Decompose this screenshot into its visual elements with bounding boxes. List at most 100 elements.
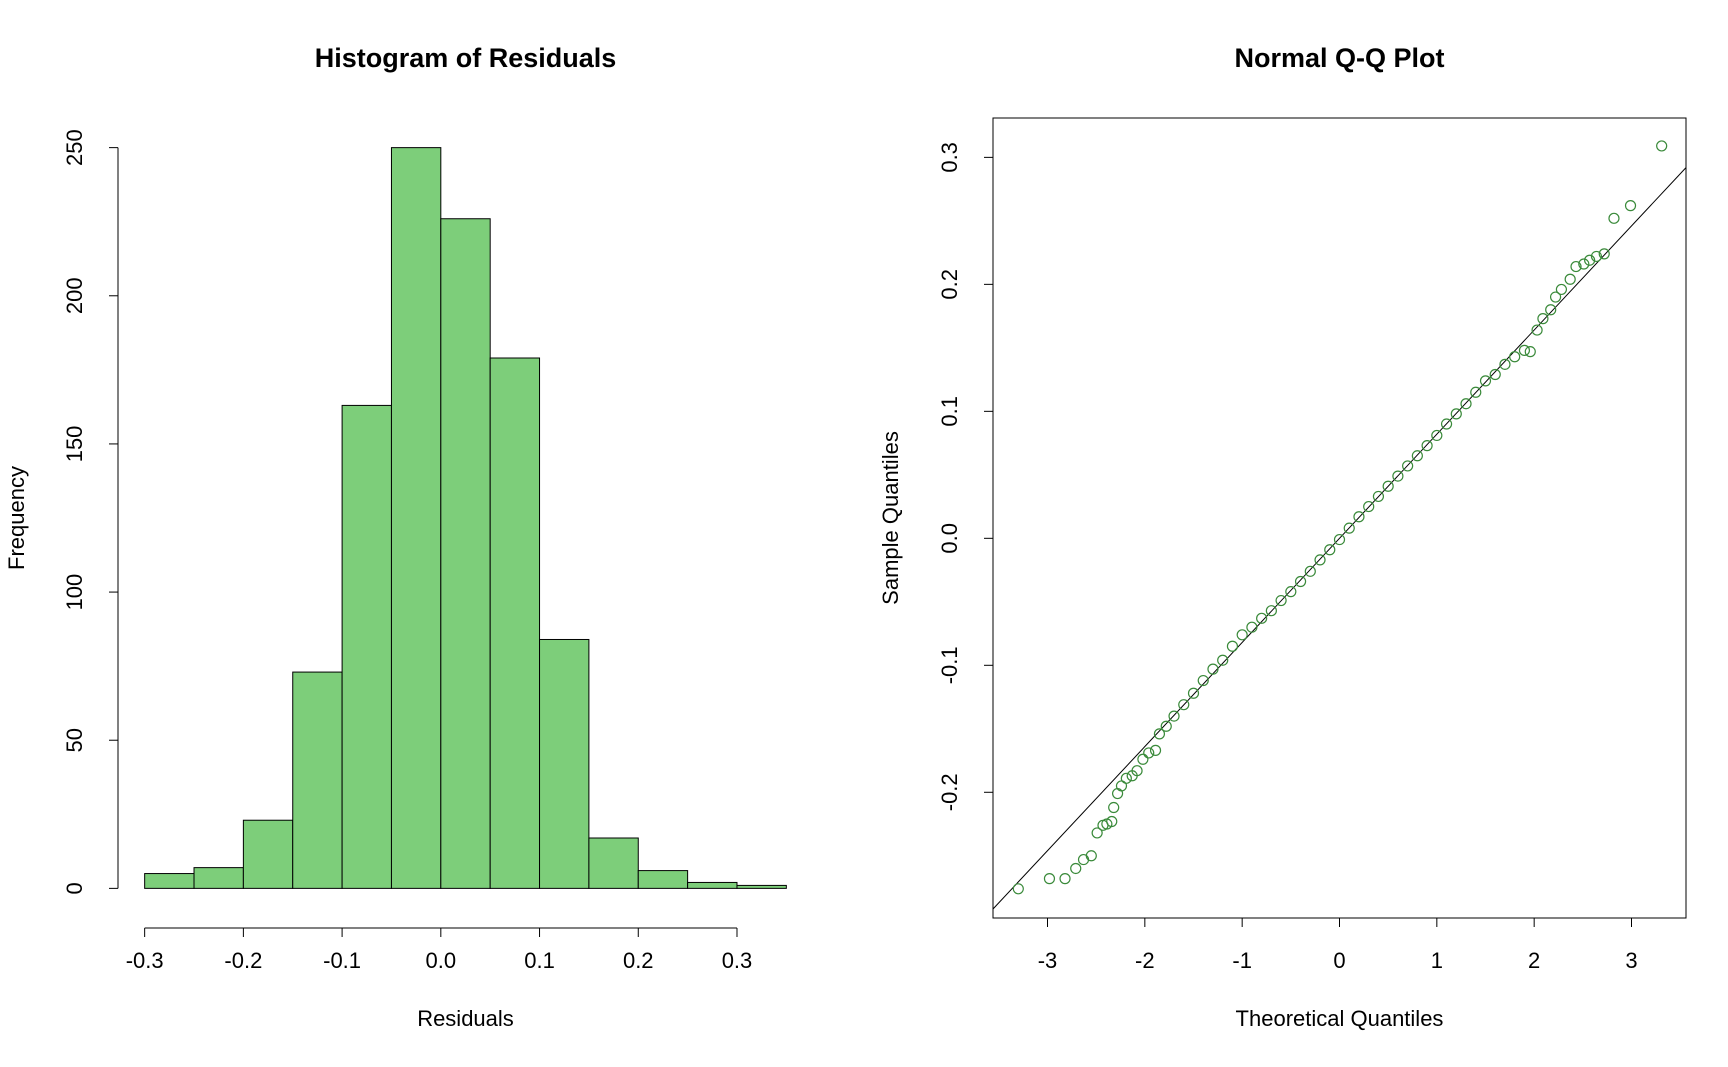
bar (242, 819, 294, 889)
point (1584, 254, 1596, 266)
bar (440, 218, 491, 889)
bar (341, 404, 392, 889)
point (1509, 351, 1521, 363)
point (1470, 386, 1482, 398)
bar (193, 867, 244, 889)
y-tick-label: 200 (62, 277, 87, 314)
y-tick-label: -0.2 (937, 773, 962, 811)
point (1265, 605, 1277, 617)
point (1226, 640, 1239, 652)
chart-title: Histogram of Residuals (315, 43, 617, 73)
plot-box (992, 117, 1687, 919)
point (1115, 780, 1128, 792)
x-tick-label: -0.3 (126, 948, 164, 973)
x-tick-label: -1 (1232, 948, 1252, 973)
point (1217, 654, 1229, 666)
point (1450, 408, 1462, 420)
point (1570, 260, 1582, 273)
point (1343, 522, 1355, 534)
point (1120, 772, 1132, 784)
x-tick-label: 0.0 (426, 948, 457, 973)
point (1590, 250, 1603, 263)
point (1440, 418, 1453, 430)
point (1153, 728, 1166, 740)
point (1656, 140, 1668, 152)
point (1285, 586, 1297, 598)
point (1608, 212, 1620, 224)
point (1091, 827, 1103, 839)
point (1304, 565, 1316, 577)
point (1545, 304, 1557, 316)
x-tick-label: -0.2 (224, 948, 262, 973)
x-axis-label: Residuals (417, 1006, 514, 1031)
bar (736, 884, 787, 889)
point (1168, 710, 1180, 722)
point (1149, 744, 1162, 756)
bar (144, 873, 195, 889)
y-tick-label: 0 (62, 882, 87, 894)
x-tick-label: 0.3 (722, 948, 753, 973)
point (1160, 720, 1172, 732)
bar (687, 881, 738, 889)
point (1187, 687, 1200, 699)
point (1489, 368, 1501, 381)
x-tick-label: 2 (1528, 948, 1540, 973)
point (1537, 313, 1549, 325)
point (1085, 850, 1097, 862)
y-tick-label: 0.3 (937, 142, 962, 173)
x-axis-label: Theoretical Quantiles (1236, 1006, 1444, 1031)
point (1106, 815, 1118, 828)
point (1131, 765, 1143, 777)
point (1246, 621, 1258, 633)
y-axis-label: Sample Quantiles (878, 431, 903, 605)
point (1549, 291, 1562, 303)
bar (637, 870, 689, 889)
point (1531, 324, 1543, 336)
point (1555, 283, 1568, 296)
point (1578, 258, 1590, 270)
point (1411, 450, 1423, 462)
point (1207, 663, 1219, 675)
point (1143, 747, 1155, 759)
point (1197, 674, 1209, 687)
point (1059, 873, 1071, 885)
point (1624, 200, 1637, 212)
bar (588, 837, 639, 889)
point (1402, 460, 1414, 472)
point (1518, 344, 1531, 356)
y-tick-label: 150 (62, 426, 87, 463)
point (1178, 699, 1190, 711)
point (1012, 883, 1024, 895)
y-tick-label: 50 (62, 728, 87, 752)
point (1294, 575, 1307, 588)
point (1137, 753, 1149, 765)
point (1043, 873, 1056, 885)
x-tick-label: -2 (1135, 948, 1155, 973)
point (1353, 511, 1365, 523)
bar (539, 638, 590, 889)
x-tick-label: -3 (1038, 948, 1058, 973)
point (1070, 862, 1082, 875)
x-tick-label: 0.2 (623, 948, 654, 973)
point (1421, 440, 1433, 452)
x-tick-label: 1 (1431, 948, 1443, 973)
point (1392, 470, 1404, 482)
point (1479, 375, 1492, 387)
point (1499, 358, 1511, 370)
point (1324, 544, 1336, 556)
point (1077, 853, 1090, 866)
y-tick-label: 0.0 (937, 523, 962, 554)
x-tick-label: -0.1 (323, 948, 361, 973)
point (1363, 500, 1375, 513)
y-tick-label: 0.1 (937, 396, 962, 427)
y-tick-label: -0.1 (937, 646, 962, 684)
point (1236, 629, 1248, 641)
y-axis-label: Frequency (4, 466, 29, 570)
point (1598, 248, 1610, 260)
x-tick-label: 0 (1333, 948, 1345, 973)
point (1275, 594, 1287, 607)
point (1333, 533, 1346, 546)
point (1372, 490, 1385, 503)
point (1111, 787, 1124, 800)
